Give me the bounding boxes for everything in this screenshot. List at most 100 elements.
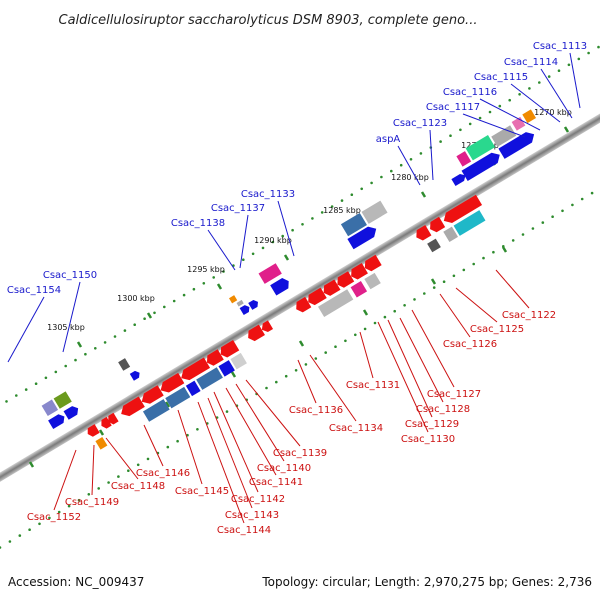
- feature-block[interactable]: [41, 399, 59, 416]
- feature-arrow[interactable]: [106, 412, 119, 426]
- gene-label-forward[interactable]: Csac_1114: [504, 57, 558, 68]
- gene-label-reverse[interactable]: Csac_1122: [502, 310, 556, 321]
- leader-line: [510, 83, 561, 123]
- feature-block[interactable]: [522, 109, 537, 124]
- gene-label-reverse[interactable]: Csac_1134: [329, 423, 383, 434]
- gene-label-forward[interactable]: Csac_1150: [43, 270, 97, 281]
- gene-label-reverse[interactable]: Csac_1139: [273, 448, 327, 459]
- gene-label-forward[interactable]: aspA: [376, 134, 401, 145]
- feature-arrow[interactable]: [139, 385, 164, 407]
- gene-label-reverse[interactable]: Csac_1142: [231, 494, 285, 505]
- minor-tick-dot: [439, 140, 442, 143]
- feature-block[interactable]: [491, 125, 517, 147]
- gene-label-forward[interactable]: Csac_1133: [241, 189, 295, 200]
- feature-block[interactable]: [340, 212, 367, 237]
- feature-arrow[interactable]: [245, 324, 265, 344]
- gene-label-forward[interactable]: Csac_1116: [443, 87, 497, 98]
- feature-arrow[interactable]: [427, 216, 446, 234]
- feature-block[interactable]: [185, 380, 201, 397]
- feature-arrow[interactable]: [239, 304, 252, 316]
- feature-block[interactable]: [53, 391, 72, 409]
- gene-label-reverse[interactable]: Csac_1128: [416, 404, 470, 415]
- gene-label-reverse[interactable]: Csac_1131: [346, 380, 400, 391]
- gene-label-forward[interactable]: Csac_1115: [474, 72, 528, 83]
- gene-label-reverse[interactable]: Csac_1146: [136, 468, 190, 479]
- feature-arrow[interactable]: [99, 416, 112, 430]
- feature-block[interactable]: [350, 281, 368, 298]
- minor-tick-dot: [492, 250, 495, 254]
- feature-arrow[interactable]: [63, 404, 81, 420]
- feature-arrow[interactable]: [348, 263, 368, 282]
- feature-block[interactable]: [95, 436, 108, 450]
- feature-block[interactable]: [218, 360, 235, 377]
- minor-tick-dot: [508, 98, 512, 102]
- feature-arrow[interactable]: [178, 357, 211, 384]
- feature-block[interactable]: [230, 352, 247, 370]
- minor-tick-dot: [196, 428, 199, 431]
- minor-tick-dot: [166, 445, 170, 449]
- feature-block[interactable]: [361, 200, 388, 224]
- gene-label-forward[interactable]: Csac_1123: [393, 118, 447, 129]
- gene-label-reverse[interactable]: Csac_1144: [217, 525, 271, 536]
- feature-block[interactable]: [118, 358, 131, 371]
- feature-block[interactable]: [258, 263, 282, 284]
- feature-arrow[interactable]: [413, 225, 432, 242]
- gene-label-reverse[interactable]: Csac_1143: [225, 510, 279, 521]
- gene-label-reverse[interactable]: Csac_1130: [401, 434, 455, 445]
- leader-line: [197, 401, 245, 524]
- gene-label-reverse[interactable]: Csac_1141: [249, 477, 303, 488]
- gene-label-forward[interactable]: Csac_1113: [533, 41, 587, 52]
- feature-block[interactable]: [456, 151, 472, 167]
- minor-tick-dot: [84, 352, 87, 356]
- feature-arrow[interactable]: [48, 412, 67, 430]
- minor-tick-dot: [74, 358, 77, 362]
- feature-arrow[interactable]: [118, 396, 145, 420]
- feature-arrow[interactable]: [321, 279, 341, 298]
- feature-block[interactable]: [229, 295, 238, 304]
- gene-label-reverse[interactable]: Csac_1125: [470, 324, 524, 335]
- gene-label-forward[interactable]: Csac_1117: [426, 102, 480, 113]
- feature-arrow[interactable]: [270, 276, 292, 296]
- feature-arrow[interactable]: [305, 287, 327, 308]
- feature-arrow[interactable]: [362, 254, 382, 274]
- gene-label-reverse[interactable]: Csac_1152: [27, 512, 81, 523]
- gene-label-reverse[interactable]: Csac_1140: [257, 463, 311, 474]
- feature-block[interactable]: [443, 226, 459, 243]
- feature-arrow[interactable]: [498, 129, 537, 159]
- feature-block[interactable]: [427, 238, 441, 253]
- gene-label-forward[interactable]: Csac_1137: [211, 203, 265, 214]
- feature-arrow[interactable]: [85, 424, 100, 438]
- gene-label-forward[interactable]: Csac_1138: [171, 218, 225, 229]
- feature-block[interactable]: [453, 210, 486, 236]
- feature-block[interactable]: [364, 272, 381, 290]
- minor-tick-dot: [48, 516, 51, 520]
- gene-label-reverse[interactable]: Csac_1145: [175, 486, 229, 497]
- minor-tick-dot: [419, 152, 423, 155]
- gene-label-reverse[interactable]: Csac_1136: [289, 405, 343, 416]
- feature-block[interactable]: [465, 135, 496, 161]
- feature-arrow[interactable]: [461, 150, 503, 181]
- feature-arrow[interactable]: [441, 194, 483, 226]
- gene-label-reverse[interactable]: Csac_1127: [427, 389, 481, 400]
- feature-block[interactable]: [142, 399, 170, 422]
- feature-arrow[interactable]: [248, 298, 260, 310]
- feature-block[interactable]: [317, 289, 354, 318]
- feature-arrow[interactable]: [347, 224, 379, 250]
- feature-arrow[interactable]: [158, 372, 185, 396]
- gene-label-reverse[interactable]: Csac_1129: [405, 419, 459, 430]
- gene-label-reverse[interactable]: Csac_1126: [443, 339, 497, 350]
- feature-arrow[interactable]: [451, 172, 467, 186]
- minor-tick-dot: [146, 457, 150, 461]
- feature-block[interactable]: [196, 367, 223, 390]
- feature-arrow[interactable]: [334, 271, 355, 290]
- feature-arrow[interactable]: [259, 320, 274, 334]
- feature-block[interactable]: [236, 299, 244, 307]
- gene-label-reverse[interactable]: Csac_1149: [65, 497, 119, 508]
- feature-arrow[interactable]: [293, 296, 312, 314]
- gene-label-forward[interactable]: Csac_1154: [7, 285, 61, 296]
- feature-arrow[interactable]: [204, 349, 224, 368]
- gene-label-reverse[interactable]: Csac_1148: [111, 481, 165, 492]
- feature-arrow[interactable]: [129, 369, 142, 381]
- feature-block[interactable]: [165, 386, 191, 409]
- feature-arrow[interactable]: [218, 340, 240, 360]
